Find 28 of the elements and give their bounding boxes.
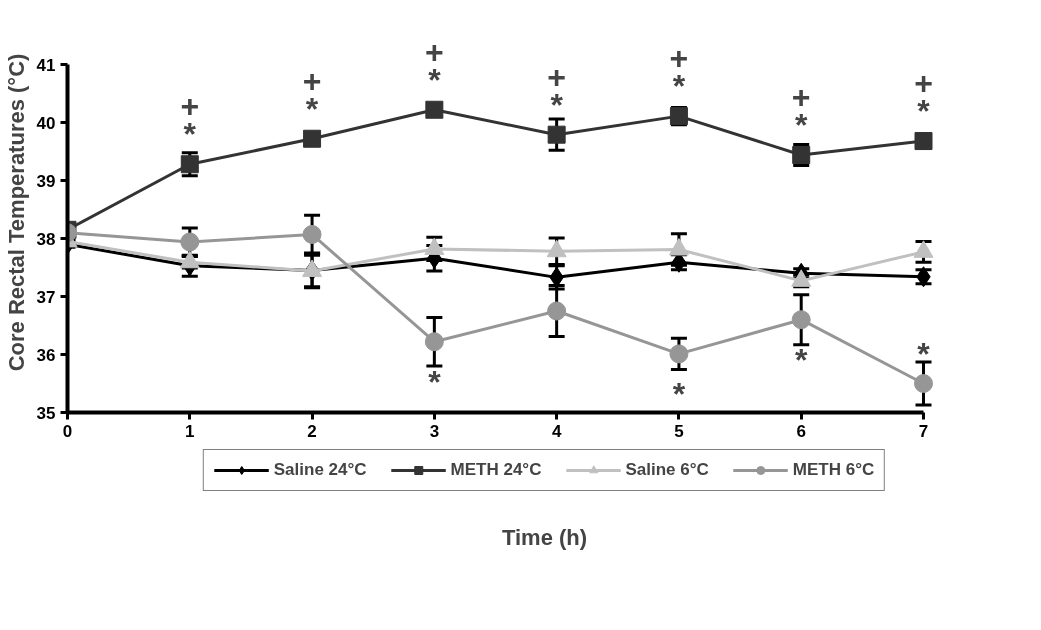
- x-tick-label: 4: [551, 421, 562, 441]
- y-tick-label: 36: [36, 345, 56, 365]
- y-tick-label: 39: [36, 171, 56, 191]
- legend-label: Saline 6°C: [625, 460, 709, 480]
- y-tick-label: 41: [36, 55, 56, 75]
- annotation: *: [183, 116, 197, 153]
- x-tick-label: 2: [307, 421, 317, 441]
- y-tick-label: 38: [36, 229, 56, 249]
- legend-label: METH 6°C: [792, 460, 875, 480]
- annotation: *: [672, 68, 686, 105]
- y-axis-title: Core Rectal Temperatures (°C): [3, 53, 29, 372]
- x-tick-label: 7: [918, 421, 929, 441]
- y-tick-label: 40: [36, 113, 56, 133]
- x-tick-label: 3: [429, 421, 440, 441]
- y-tick-label: 37: [36, 287, 56, 307]
- x-tick-label: 6: [796, 421, 806, 441]
- legend-label: Saline 24°C: [273, 460, 367, 480]
- x-tick-label: 5: [674, 421, 684, 441]
- x-tick-label: 0: [62, 421, 73, 441]
- y-tick-label: 35: [36, 403, 56, 423]
- x-tick-label: 1: [185, 421, 195, 441]
- annotation: *: [672, 375, 686, 412]
- annotation: *: [917, 93, 931, 130]
- x-axis-title: Time (h): [501, 524, 588, 550]
- annotation: *: [917, 335, 931, 372]
- legend-label: METH 24°C: [450, 460, 542, 480]
- annotation: *: [794, 341, 808, 378]
- annotation: *: [428, 363, 442, 400]
